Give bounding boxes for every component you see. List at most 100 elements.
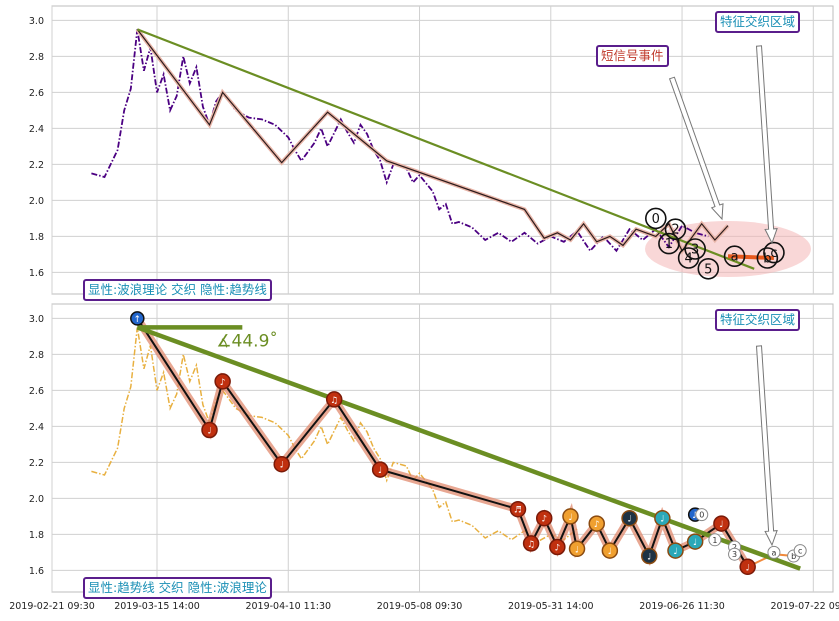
bottom-pivot-marker <box>509 500 527 518</box>
bottom-pivot-label: ♩ <box>660 515 664 525</box>
top-short-signal-arrow <box>668 76 724 221</box>
top-point-marker <box>677 247 700 269</box>
bottom-point-marker <box>767 545 781 559</box>
bottom-plot-frame <box>51 303 834 593</box>
top-wave-series <box>136 29 729 252</box>
bottom-y-tick-label: 2.4 <box>29 422 44 433</box>
bottom-y-tick-label: 2.6 <box>29 386 44 397</box>
bottom-pivot-marker <box>621 509 638 527</box>
top-point-marker <box>664 218 687 240</box>
bottom-pivot-marker <box>640 547 658 565</box>
bottom-pivot-label: ♫ <box>527 540 535 550</box>
top-y-tick-label: 3.0 <box>29 16 44 27</box>
top-point-label: 4 <box>684 252 692 267</box>
bottom-pivot-marker <box>522 535 540 552</box>
top-point-marker <box>756 247 779 269</box>
bottom-pivot-marker <box>201 421 218 439</box>
feature-interweave-annotation-top: 特征交织区域 <box>715 11 801 33</box>
top-point-label: b <box>763 252 771 267</box>
top-y-tick-label: 1.6 <box>29 268 44 279</box>
bottom-point-label: 2 <box>732 543 737 552</box>
bottom-pivot-label: ♬ <box>514 506 522 516</box>
bottom-point-label: 3 <box>732 550 737 559</box>
bottom-y-tick-label: 1.8 <box>29 530 44 541</box>
top-y-tick-label: 2.0 <box>29 196 44 207</box>
bottom-point-label: 1 <box>712 536 717 545</box>
bottom-pivot-marker <box>371 461 389 478</box>
bottom-angle-label: ∡44.9˚ <box>216 330 278 351</box>
top-point-label: 1 <box>665 237 673 252</box>
bottom-pivot-marker <box>601 542 619 559</box>
bottom-point-marker <box>695 508 709 522</box>
legend-bottom: 显性:趋势线 交织 隐性:波浪理论 <box>83 577 272 599</box>
short-signal-annotation: 短信号事件 <box>596 45 669 67</box>
bottom-y-tick-label: 2.2 <box>29 458 44 469</box>
bottom-pivot-label: ♩ <box>575 545 579 555</box>
top-y-tick-label: 2.6 <box>29 88 44 99</box>
bottom-pivot-marker <box>654 509 671 527</box>
bottom-pivot-label: ♪ <box>594 520 600 530</box>
bottom-pivot-marker <box>130 311 145 326</box>
bottom-pivot-marker <box>667 542 684 559</box>
bottom-pivot-label: ♩ <box>378 466 382 476</box>
bottom-pivot-label: ♪ <box>220 378 226 388</box>
top-point-label: c <box>770 246 777 261</box>
top-point-marker <box>723 245 746 268</box>
bottom-pivot-label: ♪ <box>541 515 547 525</box>
bottom-pivot-marker <box>273 455 290 473</box>
top-y-tick-label: 2.8 <box>29 52 44 63</box>
bottom-pivot-marker <box>686 533 704 550</box>
x-tick-label: 2019-03-15 14:00 <box>114 601 200 612</box>
top-y-tick-label: 1.8 <box>29 232 44 243</box>
bottom-point-marker <box>708 533 722 547</box>
top-end-segment <box>727 254 775 260</box>
bottom-pivot-marker <box>214 373 231 390</box>
bottom-pivot-label: ♪ <box>692 511 698 521</box>
bottom-pivot-label: ♩ <box>280 461 284 471</box>
bottom-y-tick-label: 2.0 <box>29 494 44 505</box>
x-tick-label: 2019-06-26 11:30 <box>639 601 725 612</box>
top-interweave-arrow <box>755 45 778 245</box>
top-point-label: a <box>731 250 739 265</box>
legend-top: 显性:波浪理论 交织 隐性:趋势线 <box>83 279 272 301</box>
bottom-y-tick-label: 1.6 <box>29 566 44 577</box>
bottom-pivot-marker <box>588 515 605 532</box>
x-tick-label: 2019-05-31 14:00 <box>508 601 594 612</box>
bottom-point-marker <box>728 547 742 561</box>
bottom-pivot-label: ♩ <box>647 553 651 563</box>
top-y-tick-label: 2.2 <box>29 160 44 171</box>
bottom-pivot-marker <box>562 508 579 525</box>
bottom-pivot-marker <box>535 509 553 527</box>
x-tick-label: 2019-02-21 09:30 <box>9 601 95 612</box>
bottom-pivot-marker <box>325 391 343 408</box>
top-trend-line <box>136 28 755 270</box>
bottom-pivot-label: ♩ <box>719 520 723 530</box>
bottom-pivot-marker <box>549 538 566 556</box>
feature-interweave-annotation-bottom: 特征交织区域 <box>715 309 801 331</box>
top-point-label: 5 <box>704 262 712 277</box>
x-tick-label: 2019-04-10 11:30 <box>245 601 331 612</box>
bottom-pivot-label: ♫ <box>330 396 338 406</box>
bottom-point-label: 0 <box>699 511 704 520</box>
bottom-pivot-label: ♩ <box>207 427 211 437</box>
bottom-pivot-label: ♩ <box>627 515 631 525</box>
bottom-pivot-label: ♩ <box>673 547 677 557</box>
bottom-point-label: b <box>791 552 796 561</box>
bottom-trend-line <box>136 325 801 571</box>
bottom-pivot-label: ♩ <box>608 547 612 557</box>
bottom-point-marker <box>793 544 807 558</box>
top-point-marker <box>644 207 667 230</box>
x-tick-label: 2019-07-22 09:30 <box>771 601 839 612</box>
top-y-tick-label: 2.4 <box>29 124 44 135</box>
top-point-label: 0 <box>652 212 660 227</box>
bottom-pivot-label: ♪ <box>554 544 560 554</box>
bottom-point-label: c <box>798 547 802 556</box>
bottom-y-tick-label: 2.8 <box>29 350 44 361</box>
bottom-pivot-marker <box>739 558 756 576</box>
bottom-pivot-marker <box>713 515 730 532</box>
top-point-marker <box>697 257 720 280</box>
top-point-marker <box>763 241 785 264</box>
top-point-marker <box>658 232 680 255</box>
